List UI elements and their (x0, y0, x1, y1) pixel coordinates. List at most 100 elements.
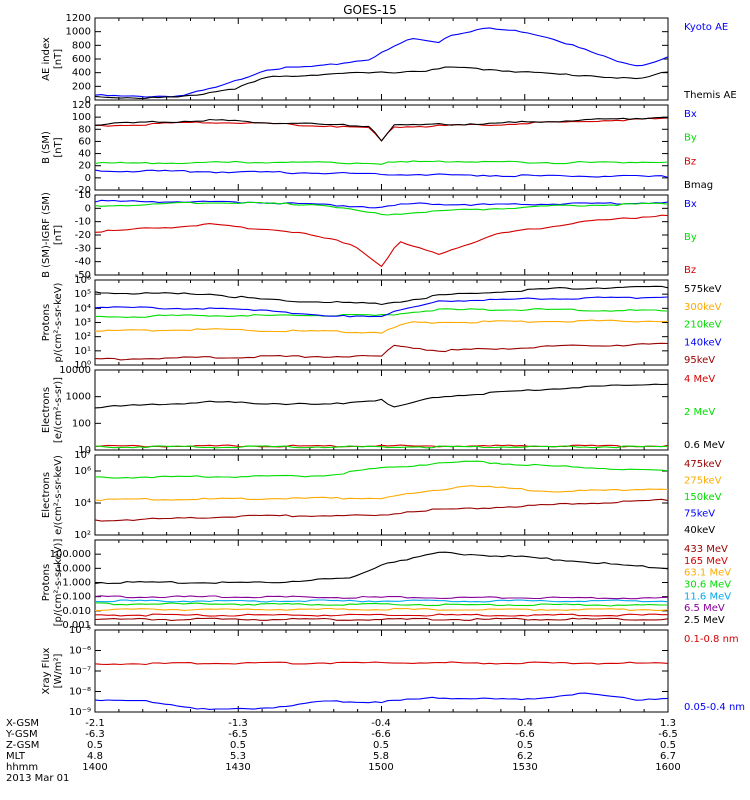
panel-frame (94, 539, 669, 626)
y-tick-label: 10 (78, 190, 91, 201)
y-axis-unit: e/(cm²-s-sr-keV) (53, 455, 64, 535)
y-tick-label: 100 (72, 112, 91, 123)
y-tick-label: -30 (75, 243, 91, 254)
panel-frame (94, 369, 669, 451)
y-tick-label: -20 (75, 185, 91, 196)
y-tick-label: 10.000 (56, 563, 91, 574)
series-line (94, 160, 669, 165)
footer-label: X-GSM (6, 718, 39, 729)
series-line (94, 383, 669, 409)
series-line (94, 66, 669, 99)
footer-value: 1500 (368, 762, 393, 773)
y-axis-unit: [nT] (53, 137, 64, 157)
footer-value: 5.8 (373, 751, 389, 762)
y-tick-label: 10⁷ (74, 450, 91, 461)
legend-entry: 475keV (684, 459, 722, 470)
series-line (94, 285, 669, 306)
y-tick-label: 10⁴ (74, 303, 91, 314)
y-tick-label: 10³ (74, 318, 91, 329)
series-line (94, 201, 669, 216)
panel-4: 10 100 1000 10000 Electrons [e/(cm²-s-sr)] 4 M… (41, 365, 725, 456)
footer-value: 0.5 (230, 740, 246, 751)
footer-value: 5.3 (230, 751, 246, 762)
legend-entry: 11.6 MeV (684, 591, 731, 602)
y-tick-label: 1200 (66, 13, 91, 24)
series-line (94, 342, 669, 361)
legend-entry: 2.5 MeV (684, 615, 725, 626)
series-line (94, 661, 669, 666)
y-tick-label: 600 (72, 54, 91, 65)
footer-value: -0.4 (371, 718, 391, 729)
y-axis-label: AE index (41, 37, 52, 81)
legend-entry: 2 MeV (684, 407, 715, 418)
y-tick-label: 10² (74, 530, 91, 541)
y-tick-label: 10⁻⁵ (69, 625, 91, 636)
series-line (95, 308, 669, 318)
legend-entry: Bz (684, 265, 696, 276)
series-line (95, 460, 669, 479)
y-axis-unit: [W/m²] (53, 653, 64, 688)
legend-entry: 300keV (684, 302, 722, 313)
footer-value: -1.3 (228, 718, 248, 729)
y-tick-label: 10⁰ (74, 360, 91, 371)
legend-entry: Bx (684, 199, 697, 210)
y-tick-label: -40 (75, 257, 91, 268)
y-tick-label: -20 (75, 230, 91, 241)
series-line (95, 613, 668, 617)
y-tick-label: 80 (78, 124, 91, 135)
legend-entry: Bmag (684, 180, 713, 191)
series-line (94, 485, 669, 502)
footer-value: -6.5 (228, 729, 248, 740)
series-line (94, 319, 669, 334)
panel-2: -50 -40 -30 -20 -10 0 10 B (SM)-IGRF (SM) [nT] Bx… (41, 190, 697, 281)
footer-value: 0.5 (517, 740, 533, 751)
y-tick-label: 0 (85, 203, 91, 214)
series-line (94, 445, 669, 449)
y-axis-label: Protons (41, 564, 52, 601)
legend-entry: By (684, 133, 697, 144)
footer-value: -6.6 (371, 729, 391, 740)
y-axis-unit: [p/(cm²-s-sr-keV)] (53, 539, 64, 627)
footer-value: 1600 (655, 762, 680, 773)
plot-title: GOES-15 (343, 3, 397, 17)
y-axis-unit: p/(cm²-s-sr-keV) (53, 282, 64, 362)
series-line (94, 199, 669, 209)
legend-entry: 63.1 MeV (684, 568, 731, 579)
footer-value: 1.3 (660, 718, 676, 729)
y-tick-label: 1.000 (62, 578, 91, 589)
legend-entry: 4 MeV (684, 374, 715, 385)
legend-entry: 95keV (684, 355, 715, 366)
footer-value: 0.5 (660, 740, 676, 751)
legend-entry: 30.6 MeV (684, 580, 731, 591)
y-tick-label: 10⁻⁹ (69, 707, 91, 718)
legend-entry: Bx (684, 109, 697, 120)
y-axis-unit: [e/(cm²-s-sr)] (53, 377, 64, 443)
panel-frame (94, 17, 669, 101)
footer-value: 4.8 (87, 751, 103, 762)
y-tick-label: 10⁻⁸ (69, 687, 91, 698)
series-line (94, 27, 669, 98)
y-tick-label: 20 (78, 161, 91, 172)
y-tick-label: 0.100 (62, 592, 91, 603)
y-tick-label: 10⁻⁷ (69, 666, 91, 677)
series-line (94, 296, 669, 318)
y-tick-label: 1000 (66, 27, 91, 38)
y-tick-label: 0.001 (62, 620, 91, 631)
footer-label: Z-GSM (6, 740, 39, 751)
y-tick-label: 100.000 (50, 549, 91, 560)
legend-entry: 6.5 MeV (684, 603, 725, 614)
legend-entry: 40keV (684, 525, 715, 536)
y-axis-label: B (SM)-IGRF (SM) (41, 192, 52, 278)
footer-value: 1530 (512, 762, 537, 773)
legend-entry: 0.1-0.8 nm (684, 634, 739, 645)
panel-5: 10² 10⁴ 10⁶ 10⁷ Electrons e/(cm²-s-sr-keV) 475… (41, 450, 722, 541)
y-tick-label: 10⁵ (74, 289, 91, 300)
series-line (95, 607, 669, 611)
footer-value: 1400 (82, 762, 107, 773)
y-tick-label: 100 (72, 418, 91, 429)
legend-entry: 575keV (684, 284, 722, 295)
footer-value: 6.7 (660, 751, 676, 762)
series-line (94, 214, 669, 268)
legend-entry: 75keV (684, 509, 715, 520)
